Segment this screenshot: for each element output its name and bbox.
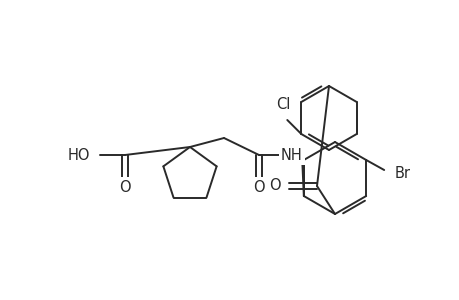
Text: O: O	[269, 178, 280, 194]
Text: HO: HO	[67, 148, 90, 163]
Text: O: O	[252, 179, 264, 194]
Text: O: O	[119, 179, 130, 194]
Text: NH: NH	[280, 148, 302, 163]
Text: Cl: Cl	[275, 97, 290, 112]
Text: Br: Br	[393, 167, 409, 182]
